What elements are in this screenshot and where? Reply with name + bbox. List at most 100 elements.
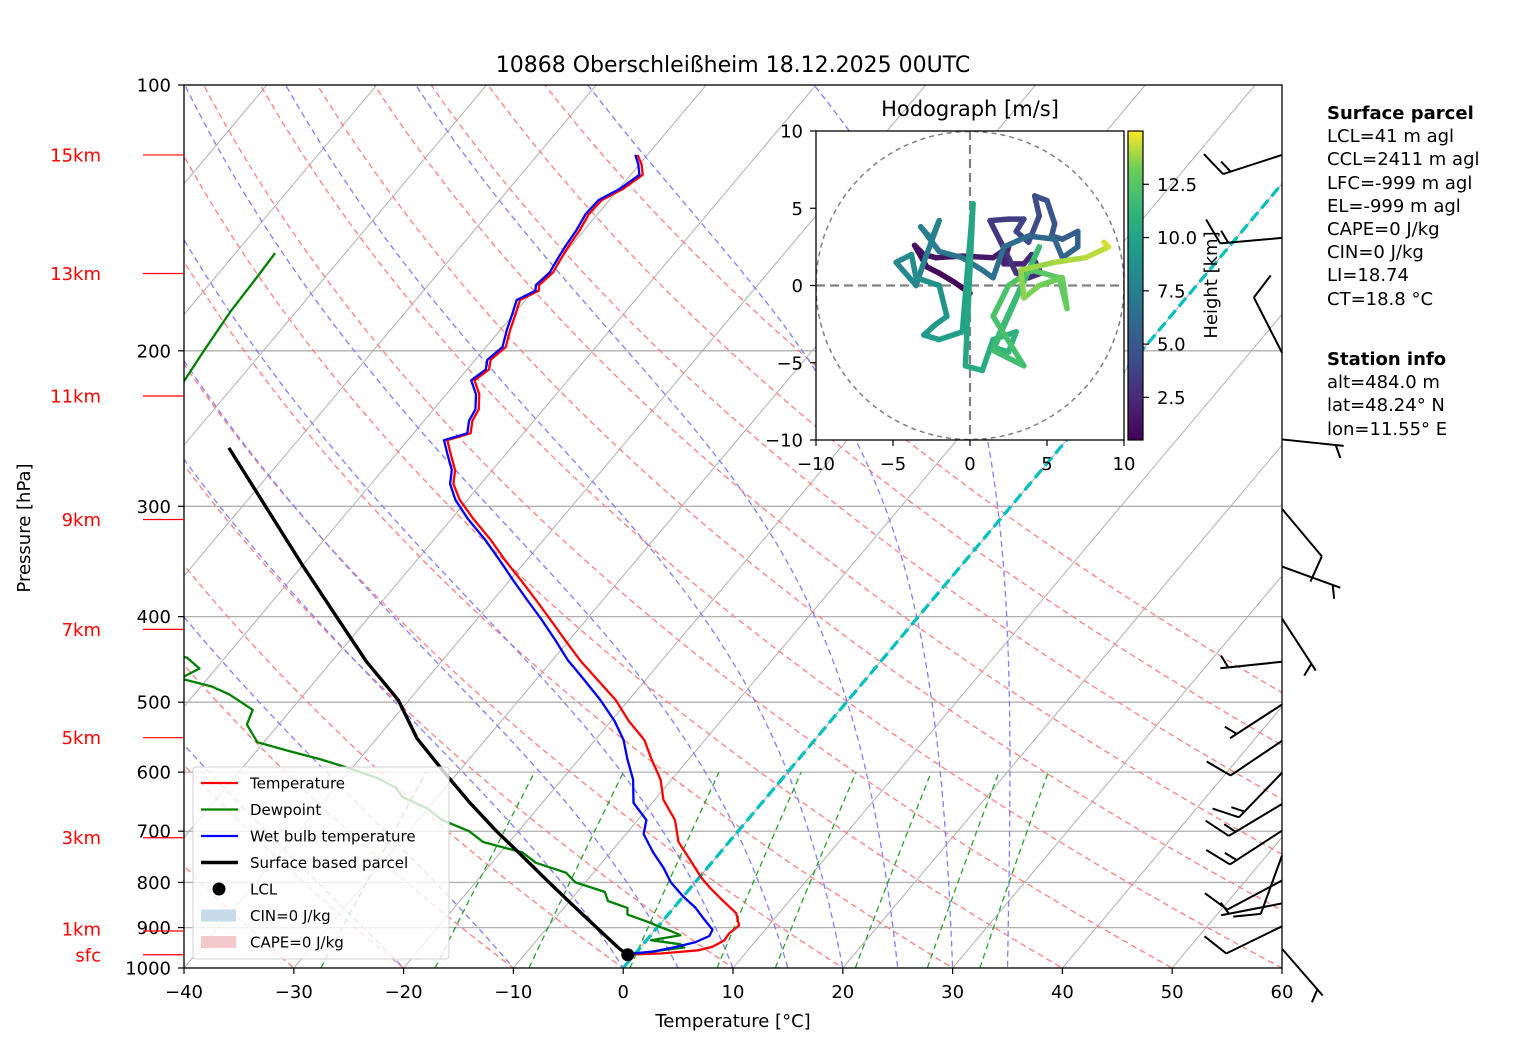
barb-staff xyxy=(1229,829,1283,866)
longitude-value: lon=11.55° E xyxy=(1327,418,1448,440)
height-label: 7km xyxy=(62,620,101,641)
barb-half xyxy=(1334,444,1342,459)
hodograph-plot-area xyxy=(816,131,1124,440)
legend-label: Wet bulb temperature xyxy=(250,828,416,846)
barb-half xyxy=(1224,725,1238,735)
x-tick-label: 20 xyxy=(831,982,854,1003)
height-label: 15km xyxy=(50,145,101,166)
hodograph-segment xyxy=(921,217,942,266)
hodograph-segment xyxy=(962,200,976,369)
mixing-ratio-line xyxy=(926,771,1000,968)
dry-adiabat xyxy=(184,260,954,968)
isotherm-line xyxy=(184,85,707,708)
x-tick-label: 30 xyxy=(941,982,964,1003)
hodograph-segment xyxy=(990,313,1027,369)
hodograph-y-tick-label: −5 xyxy=(776,353,803,374)
legend-entry: Dewpoint xyxy=(201,801,321,819)
y-tick-label: 700 xyxy=(137,822,171,843)
wind-barb xyxy=(1205,803,1283,837)
barb-staff xyxy=(1281,508,1323,557)
y-tick-label: 400 xyxy=(137,607,171,628)
hodograph-x-tick-label: 5 xyxy=(1041,454,1052,475)
dry-adiabat xyxy=(373,85,1282,855)
wind-barb xyxy=(1224,703,1283,740)
barb-staff xyxy=(1281,438,1344,447)
hodograph-segment xyxy=(1036,275,1066,289)
legend-marker xyxy=(212,882,226,896)
legend-patch xyxy=(201,909,236,922)
barb-half xyxy=(1311,989,1319,1003)
wind-barb xyxy=(1281,617,1317,677)
hodograph-segment xyxy=(990,347,1027,369)
hodograph-segment xyxy=(1059,244,1081,261)
parcel-profile-line xyxy=(227,446,629,957)
isotherm-line xyxy=(184,85,597,577)
dry-adiabat xyxy=(430,85,1282,800)
height-label: 13km xyxy=(50,264,101,285)
y-tick-label: 1000 xyxy=(125,959,171,980)
cape-value: CAPE=0 J/kg xyxy=(1327,219,1440,241)
barb-half xyxy=(1220,160,1232,173)
barb-full xyxy=(1206,760,1232,777)
x-tick-label: −20 xyxy=(385,982,423,1003)
latitude-value: lat=48.24° N xyxy=(1327,395,1445,417)
moist-adiabat xyxy=(284,85,844,968)
cin-value: CIN=0 J/kg xyxy=(1327,242,1424,264)
hodograph-title: Hodograph [m/s] xyxy=(881,97,1059,121)
barb-staff xyxy=(1230,739,1283,777)
x-tick-label: 0 xyxy=(617,982,628,1003)
x-tick-label: −40 xyxy=(165,982,203,1003)
x-axis-label: Temperature [°C] xyxy=(654,1011,810,1032)
wind-barb xyxy=(1203,153,1283,176)
hodograph-segment xyxy=(1059,275,1070,312)
hodograph-segment xyxy=(1018,267,1027,301)
legend-label: Surface based parcel xyxy=(250,854,408,872)
hodograph-segment xyxy=(913,259,927,289)
mixing-ratio-line xyxy=(528,771,625,968)
li-value: LI=18.74 xyxy=(1327,265,1409,287)
barb-staff xyxy=(1281,948,1324,997)
x-tick-label: 60 xyxy=(1271,982,1294,1003)
dry-adiabat xyxy=(184,564,625,968)
barb-staff xyxy=(1220,660,1283,670)
barb-staff xyxy=(1238,772,1283,819)
y-tick-label: 500 xyxy=(137,693,171,714)
barb-staff xyxy=(1281,565,1341,589)
y-axis-label: Pressure [hPa] xyxy=(14,463,35,592)
colorbar-label: Height [km] xyxy=(1201,231,1222,338)
legend-entry: Temperature xyxy=(201,775,345,793)
mixing-ratio-line xyxy=(434,771,536,968)
wind-barb xyxy=(1281,565,1341,599)
wind-barb xyxy=(1233,855,1283,918)
colorbar-tick-label: 7.5 xyxy=(1157,281,1186,302)
x-tick-label: 50 xyxy=(1161,982,1184,1003)
hodograph-segment xyxy=(1051,236,1066,261)
legend-patch xyxy=(201,936,236,948)
hodograph-y-tick-label: −10 xyxy=(765,431,803,452)
hodograph-segment xyxy=(1005,329,1019,355)
hodograph-segment xyxy=(1018,259,1058,273)
hodograph-segment xyxy=(913,275,942,289)
x-tick-label: −10 xyxy=(494,982,532,1003)
height-label: sfc xyxy=(75,946,101,967)
mixing-ratio-line xyxy=(629,771,720,968)
dry-adiabat xyxy=(202,85,1174,968)
x-tick-label: −30 xyxy=(275,982,313,1003)
barb-full xyxy=(1253,274,1272,299)
hodograph-segment xyxy=(987,217,1004,245)
barb-staff xyxy=(1220,236,1283,245)
wind-barb xyxy=(1281,948,1324,1003)
hodograph-segment xyxy=(1028,267,1063,281)
hodograph-segment xyxy=(893,251,915,266)
zero-degree-isotherm xyxy=(621,181,1282,968)
wind-barb xyxy=(1252,274,1283,354)
x-tick-label: 40 xyxy=(1051,982,1074,1003)
hodograph-x-tick-label: 0 xyxy=(964,454,975,475)
barb-half xyxy=(1231,806,1245,813)
dry-adiabat xyxy=(184,663,515,968)
legend-label: CIN=0 J/kg xyxy=(250,907,331,925)
wind-barb xyxy=(1219,901,1283,917)
y-tick-label: 300 xyxy=(137,497,171,518)
barb-staff xyxy=(1226,879,1283,911)
